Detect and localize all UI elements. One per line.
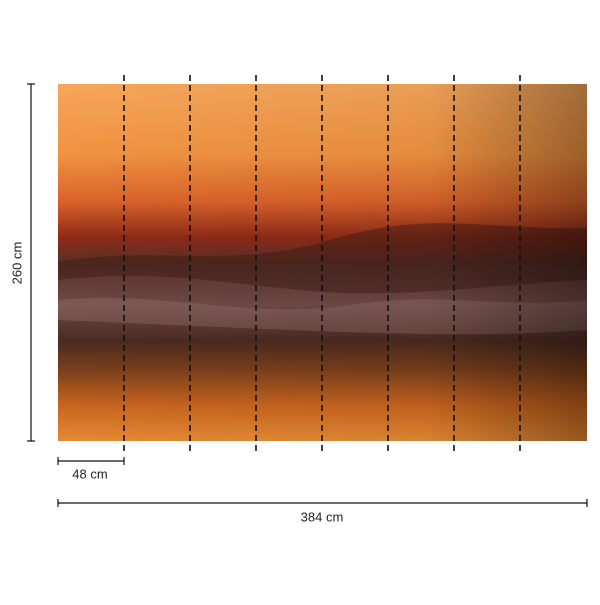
panel-width-label: 48 cm <box>72 466 107 481</box>
total-width-label: 384 cm <box>301 509 344 524</box>
height-label: 260 cm <box>9 242 24 285</box>
panel-width-measure <box>57 457 125 465</box>
panel-dividers <box>123 75 521 455</box>
height-measure <box>27 83 35 442</box>
total-width-measure <box>57 499 588 507</box>
